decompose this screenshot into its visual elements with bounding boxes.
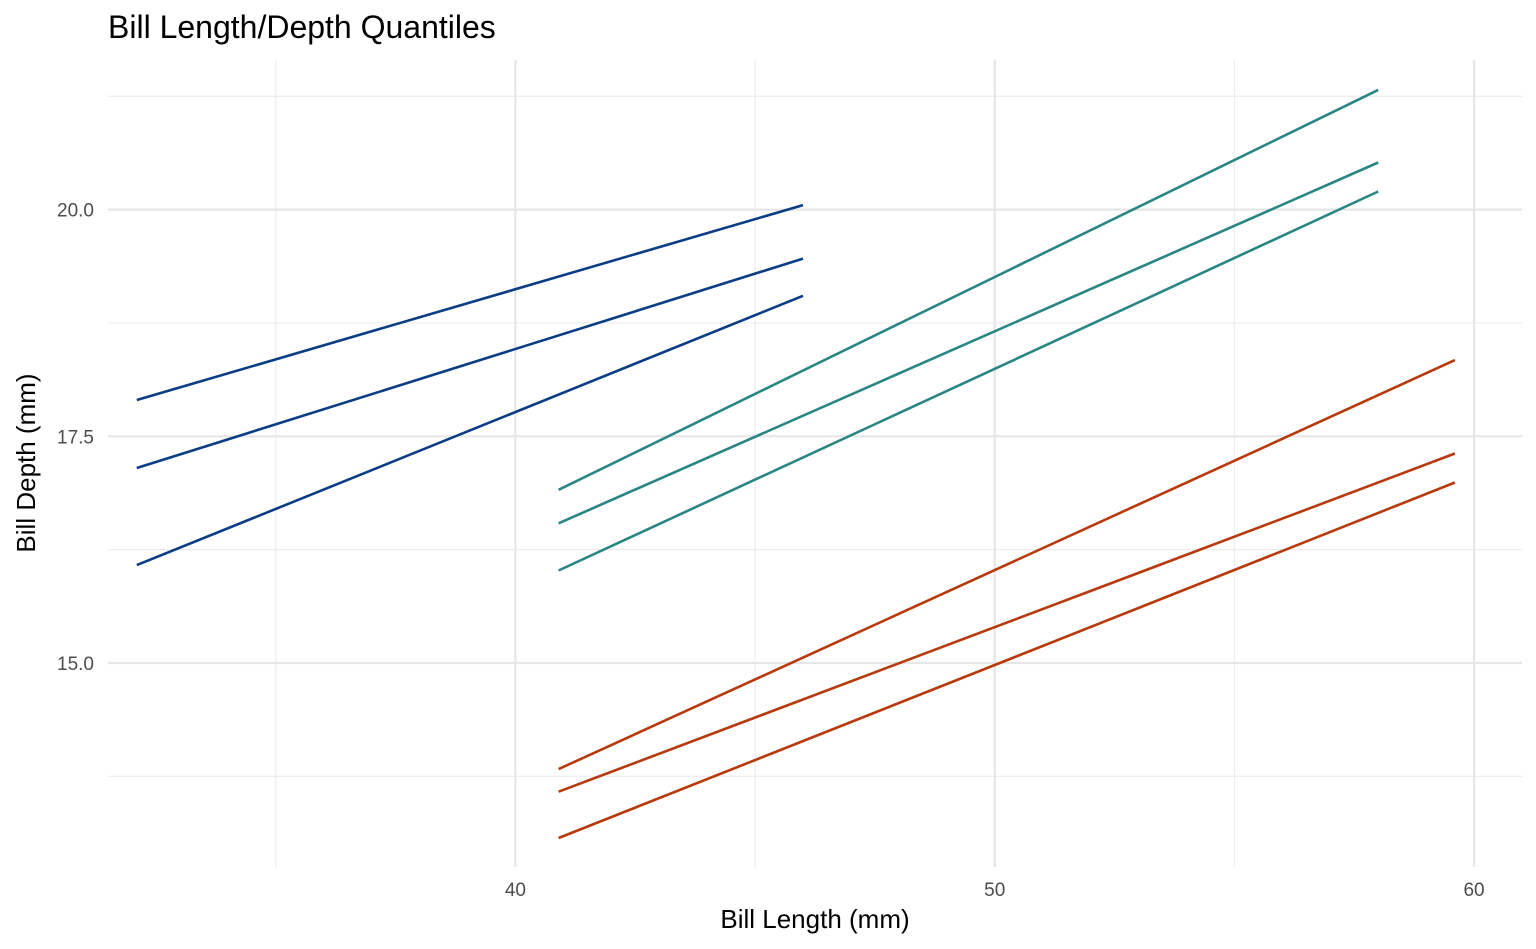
series-line-2 bbox=[136, 294, 804, 567]
series-lines bbox=[136, 88, 1456, 840]
series-line-7 bbox=[558, 452, 1456, 793]
x-tick-label-2: 60 bbox=[1463, 880, 1484, 901]
x-axis-ticks: 40 50 60 bbox=[505, 880, 1485, 901]
y-tick-label-0: 15.0 bbox=[57, 654, 94, 675]
y-tick-label-2: 20.0 bbox=[57, 201, 94, 222]
series-line-4 bbox=[558, 161, 1379, 525]
series-line-0 bbox=[136, 203, 804, 402]
y-axis-ticks: 15.0 17.5 20.0 bbox=[57, 201, 94, 675]
major-gridlines bbox=[108, 60, 1522, 867]
x-tick-label-1: 50 bbox=[984, 880, 1005, 901]
x-axis-title: Bill Length (mm) bbox=[720, 904, 909, 934]
x-tick-label-0: 40 bbox=[505, 880, 526, 901]
series-line-1 bbox=[136, 257, 804, 470]
chart-title: Bill Length/Depth Quantiles bbox=[108, 9, 496, 45]
series-line-6 bbox=[558, 358, 1456, 771]
series-line-5 bbox=[558, 190, 1379, 572]
y-tick-label-1: 17.5 bbox=[57, 427, 94, 448]
y-axis-title: Bill Depth (mm) bbox=[11, 373, 41, 552]
series-line-8 bbox=[558, 481, 1456, 840]
series-line-3 bbox=[558, 88, 1379, 491]
minor-gridlines bbox=[108, 60, 1522, 867]
